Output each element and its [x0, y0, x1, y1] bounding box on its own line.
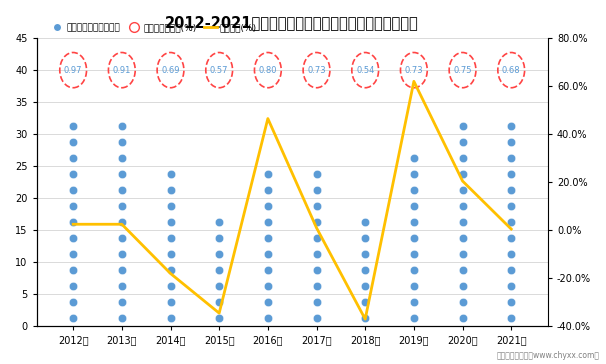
Text: 0.75: 0.75: [453, 66, 472, 75]
Text: 0.91: 0.91: [113, 66, 131, 75]
Text: 制图：智研咨询（www.chyxx.com）: 制图：智研咨询（www.chyxx.com）: [497, 351, 600, 360]
Text: 0.69: 0.69: [161, 66, 180, 75]
Title: 2012-2021年青海省县城市政设施实际到位资金统计图: 2012-2021年青海省县城市政设施实际到位资金统计图: [165, 15, 419, 30]
Text: 0.80: 0.80: [259, 66, 277, 75]
Text: 0.54: 0.54: [356, 66, 375, 75]
Legend: 实际到位资金（亿元）, 占全国县城比重(%), 同比增幅(%): 实际到位资金（亿元）, 占全国县城比重(%), 同比增幅(%): [46, 20, 261, 36]
Text: 0.97: 0.97: [64, 66, 82, 75]
Text: 0.73: 0.73: [405, 66, 423, 75]
Text: 0.57: 0.57: [210, 66, 228, 75]
Text: 0.68: 0.68: [502, 66, 521, 75]
Text: 0.73: 0.73: [307, 66, 326, 75]
